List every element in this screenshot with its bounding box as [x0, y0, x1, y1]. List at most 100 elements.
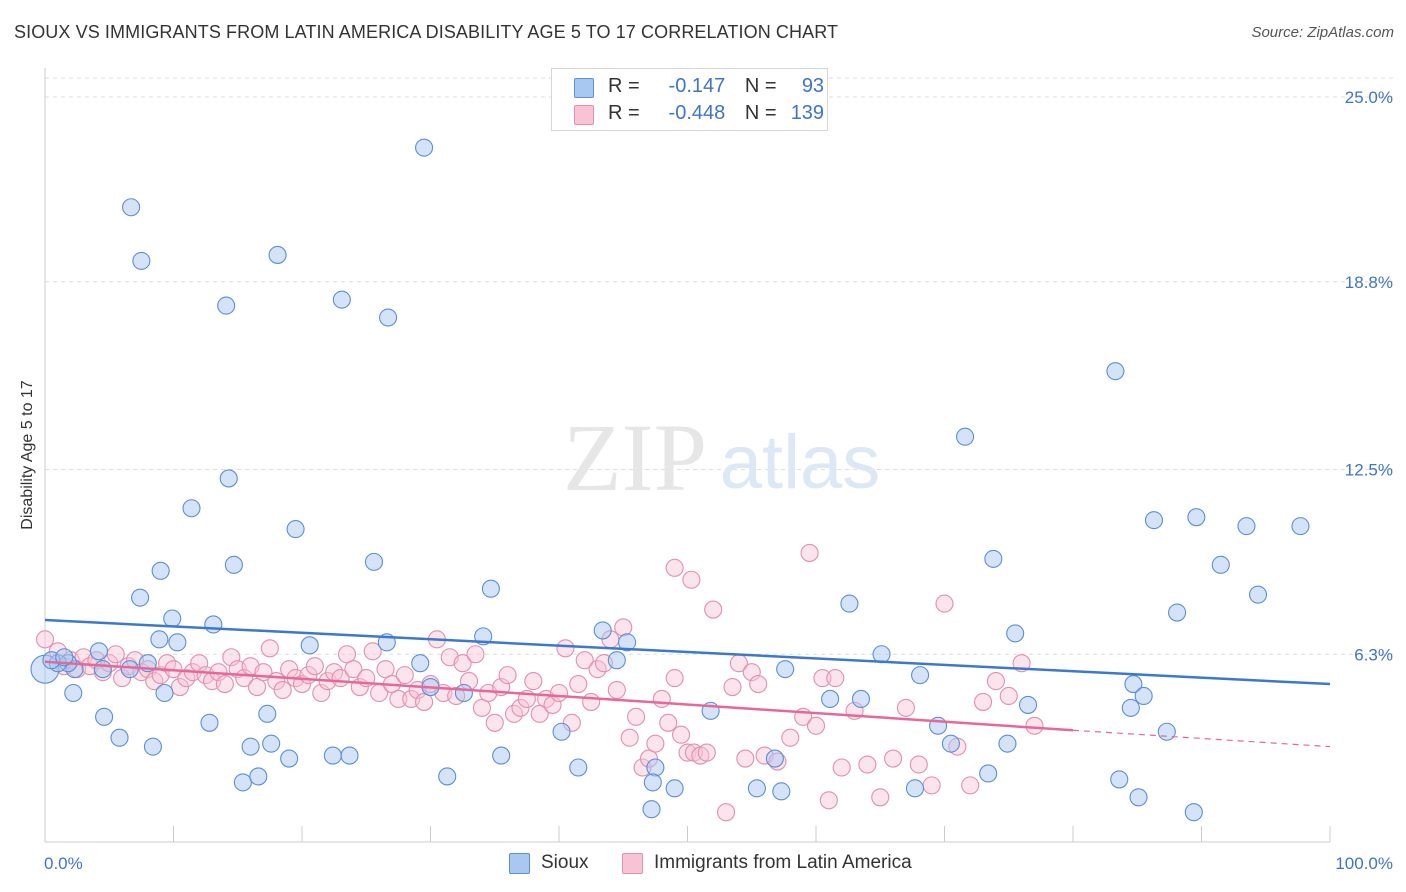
data-point-sioux	[89, 642, 109, 661]
data-point-sioux	[163, 609, 182, 628]
series-sioux-points	[30, 138, 1310, 822]
data-point-sioux	[643, 773, 662, 792]
data-point-sioux	[851, 689, 871, 709]
data-point-sioux	[776, 660, 795, 679]
data-point-sioux	[131, 588, 150, 607]
x-tick-label-max: 100.0%	[1335, 854, 1393, 873]
bottom-legend-swatch-sioux	[509, 853, 530, 874]
data-point-latin	[549, 683, 569, 703]
trend-lines	[44, 618, 1331, 748]
data-point-latin	[896, 698, 916, 717]
legend-r-label: R =	[608, 75, 640, 97]
data-point-sioux	[95, 707, 114, 726]
data-point-sioux	[143, 737, 162, 756]
data-point-latin	[376, 660, 395, 679]
bottom-legend-label-sioux: Sioux	[541, 852, 589, 873]
y-tick-label: 18.8%	[1345, 273, 1393, 292]
data-point-latin	[682, 570, 701, 589]
data-point-sioux	[569, 758, 588, 777]
data-point-sioux	[1129, 788, 1148, 807]
watermark-atlas: atlas	[720, 420, 881, 505]
data-point-sioux	[1106, 362, 1125, 381]
data-point-sioux	[492, 746, 511, 765]
legend-r-value: -0.147	[668, 75, 726, 97]
data-point-latin	[106, 645, 125, 664]
data-point-sioux	[1187, 508, 1206, 527]
x-tick-label-min: 0.0%	[44, 854, 83, 873]
data-point-sioux	[224, 555, 243, 574]
data-point-sioux	[332, 290, 351, 309]
data-point-sioux	[905, 779, 924, 798]
data-point-sioux	[182, 499, 201, 518]
correlation-legend: R = -0.147 N = 93 R = -0.448 N = 139	[551, 68, 828, 131]
data-point-latin	[305, 657, 324, 676]
legend-r-label: R =	[608, 102, 640, 124]
trend-line-sioux	[44, 618, 1331, 686]
data-point-latin	[884, 749, 903, 768]
legend-swatch-latin	[574, 105, 594, 125]
data-point-latin	[652, 689, 671, 709]
data-point-latin	[344, 660, 363, 679]
gridlines	[45, 77, 1393, 655]
data-point-latin	[723, 677, 742, 697]
data-point-sioux	[204, 615, 223, 634]
data-point-sioux	[1237, 517, 1256, 536]
data-point-sioux	[262, 734, 281, 753]
data-point-latin	[472, 698, 491, 717]
data-point-latin	[575, 651, 594, 670]
data-point-sioux	[132, 251, 151, 270]
data-point-sioux	[765, 749, 784, 768]
data-point-latin	[511, 698, 530, 717]
data-point-sioux	[1124, 675, 1143, 694]
data-point-sioux	[481, 579, 500, 598]
data-point-latin	[337, 645, 357, 664]
data-point-latin	[627, 707, 646, 726]
legend-r-value: -0.448	[668, 102, 726, 124]
data-point-sioux	[1184, 803, 1203, 822]
data-point-sioux	[1144, 511, 1164, 530]
data-point-latin	[260, 639, 279, 658]
chart-title: SIOUX VS IMMIGRANTS FROM LATIN AMERICA D…	[14, 22, 839, 42]
data-point-sioux	[911, 666, 930, 685]
data-point-latin	[819, 791, 838, 810]
data-point-latin	[659, 713, 678, 732]
data-point-sioux	[984, 549, 1003, 568]
data-point-sioux	[64, 683, 83, 703]
series-latin-points	[35, 543, 1044, 822]
data-point-sioux	[241, 737, 260, 756]
data-point-latin	[215, 675, 234, 694]
data-point-sioux	[1134, 686, 1153, 706]
data-point-sioux	[1018, 695, 1038, 714]
data-point-sioux	[1157, 722, 1176, 741]
data-point-latin	[273, 680, 292, 700]
data-point-latin	[247, 677, 267, 697]
data-point-latin	[922, 776, 941, 795]
data-point-sioux	[120, 660, 139, 679]
trend-line-latin	[44, 660, 1074, 732]
data-point-latin	[389, 689, 408, 709]
data-point-latin	[806, 716, 826, 735]
data-point-sioux	[1291, 517, 1310, 536]
data-point-sioux	[979, 764, 998, 783]
data-point-sioux	[217, 296, 236, 315]
data-point-latin	[170, 677, 189, 697]
data-point-latin	[813, 669, 832, 688]
watermark-zip: ZIP	[563, 404, 707, 511]
axes	[44, 68, 1331, 843]
data-point-latin	[665, 558, 684, 577]
data-point-latin	[646, 734, 665, 753]
data-point-sioux	[300, 636, 319, 655]
data-point-sioux	[340, 746, 359, 765]
data-point-latin	[800, 543, 819, 562]
data-point-sioux	[956, 427, 975, 446]
data-point-latin	[716, 803, 736, 822]
data-point-latin	[973, 692, 993, 711]
data-point-latin	[556, 639, 575, 658]
data-point-sioux	[665, 779, 684, 798]
legend-n-value: 93	[801, 75, 825, 97]
data-point-sioux	[998, 734, 1017, 753]
bottom-legend-swatch-latin	[622, 853, 643, 874]
data-point-latin	[395, 666, 414, 685]
data-point-sioux	[150, 630, 169, 649]
